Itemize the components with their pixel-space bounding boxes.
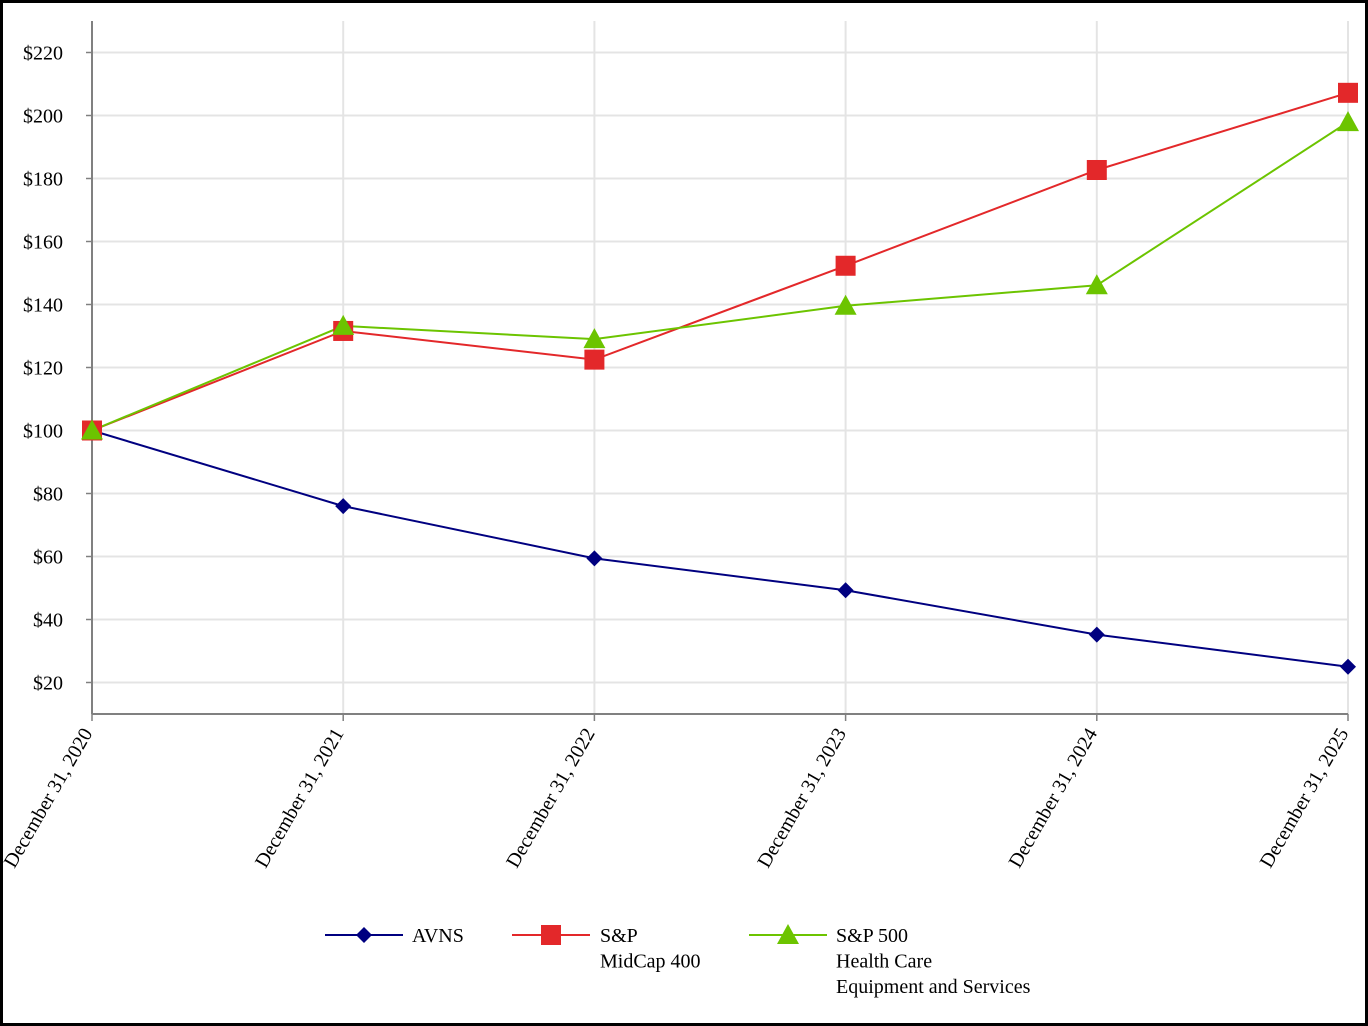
legend: AVNS S&P MidCap 400 S&P 500 Health Care Equip…	[325, 924, 1031, 998]
data-point-2	[1337, 111, 1359, 132]
data-point-1	[1338, 82, 1358, 103]
data-point-1	[1086, 159, 1107, 180]
series-line-1	[91, 91, 1349, 432]
y-tick-labels: $20 $40 $60 $80 $100 $120 $140 $160 $180 $200 $220	[23, 43, 63, 695]
y-tick-label: $160	[23, 232, 63, 254]
legend-marker	[541, 925, 561, 945]
legend-item: S&P MidCap 400	[512, 925, 701, 973]
series-line-0	[91, 429, 1349, 668]
data-point-0	[335, 498, 352, 515]
y-tick-label: $80	[33, 484, 63, 506]
series-line-2	[91, 121, 1349, 432]
y-tick-label: $60	[33, 547, 63, 569]
line-chart: $20 $40 $60 $80 $100 $120 $140 $160 $180 $200 $220…	[3, 21, 1359, 998]
x-tick-label: December 31, 2025	[1256, 725, 1354, 872]
data-point-0	[837, 582, 854, 599]
y-tick-label: $200	[23, 106, 63, 128]
legend-label: AVNS	[412, 925, 464, 947]
legend-label: S&P 500	[836, 925, 908, 947]
x-tick-label: December 31, 2024	[1004, 725, 1102, 872]
gridlines	[92, 21, 1349, 714]
data-point-2	[1085, 274, 1108, 295]
legend-item: S&P 500 Health Care Equipment and Services	[749, 924, 1031, 998]
x-tick-label: December 31, 2023	[753, 725, 851, 872]
axes	[86, 21, 1349, 721]
data-point-2	[583, 328, 606, 349]
y-tick-label: $20	[33, 673, 63, 695]
data-point-0	[1340, 658, 1356, 675]
legend-label: Health Care	[836, 951, 932, 973]
legend-label: S&P	[600, 925, 638, 947]
data-point-2	[834, 294, 857, 315]
series	[81, 82, 1359, 675]
legend-label: MidCap 400	[600, 951, 701, 973]
x-tick-labels: December 31, 2020 December 31, 2021 Decemb…	[3, 725, 1353, 872]
y-tick-label: $140	[23, 295, 63, 317]
y-tick-label: $100	[23, 421, 63, 443]
x-tick-label: December 31, 2020	[3, 725, 97, 872]
y-tick-label: $220	[23, 43, 63, 65]
data-point-1	[584, 349, 605, 370]
legend-label: Equipment and Services	[836, 976, 1031, 998]
y-tick-label: $120	[23, 358, 63, 380]
data-point-0	[586, 550, 603, 567]
data-point-2	[81, 419, 103, 440]
data-point-0	[1088, 626, 1105, 643]
x-tick-label: December 31, 2021	[251, 725, 349, 872]
legend-marker	[777, 924, 799, 944]
data-point-2	[332, 314, 355, 335]
legend-item: AVNS	[325, 925, 464, 947]
data-point-1	[835, 255, 856, 276]
y-tick-label: $40	[33, 610, 63, 632]
x-tick-label: December 31, 2022	[502, 725, 600, 872]
y-tick-label: $180	[23, 169, 63, 191]
legend-marker	[356, 927, 372, 943]
